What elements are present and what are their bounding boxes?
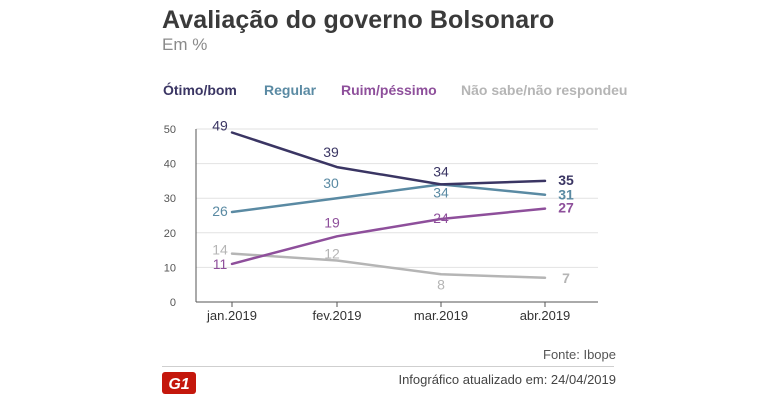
legend-otimo-bom: Ótimo/bom [163,82,237,98]
label-nao-sabe: 12 [324,245,340,261]
series-otimo-bom-line [230,131,547,186]
y-tick-label: 30 [164,193,176,205]
x-tick-label: mar.2019 [414,308,468,323]
series-nao-sabe-line [230,252,547,280]
footer-divider [162,366,614,367]
series-ruim-pessimo-line [230,207,547,266]
x-tick-label: jan.2019 [206,308,257,323]
label-regular: 26 [212,203,228,219]
label-nao-sabe: 8 [437,276,445,292]
label-nao-sabe: 14 [212,242,228,258]
label-regular: 31 [558,187,574,203]
y-tick-label: 50 [164,124,176,136]
x-tick-label: fev.2019 [313,308,362,323]
source-note: Fonte: Ibope [543,347,616,362]
label-otimo-bom: 49 [212,117,228,133]
label-otimo-bom: 39 [323,144,339,160]
label-otimo-bom: 35 [558,172,574,188]
updated-note: Infográfico atualizado em: 24/04/2019 [398,372,616,387]
y-tick-label: 20 [164,228,176,240]
label-regular: 30 [323,175,339,191]
y-tick-label: 10 [164,262,176,274]
logo-text: G1 [168,376,189,393]
label-ruim-pessimo: 27 [558,200,574,216]
chart-subtitle: Em % [162,35,208,54]
label-ruim-pessimo: 24 [433,210,449,226]
legend-nao-sabe: Não sabe/não respondeu [461,82,628,98]
label-regular: 34 [433,184,449,200]
series-regular-line [230,183,547,214]
x-tick-label: abr.2019 [520,308,571,323]
label-ruim-pessimo: 19 [324,214,340,230]
chart-title: Avaliação do governo Bolsonaro [162,6,555,34]
legend-regular: Regular [264,82,317,98]
label-ruim-pessimo: 11 [213,256,228,272]
legend-ruim-pessimo: Ruim/péssimo [341,82,437,98]
chart-legend: Ótimo/bom Regular Ruim/péssimo Não sabe/… [0,82,768,102]
label-nao-sabe: 7 [562,270,570,286]
g1-logo: G1 [162,372,196,394]
y-tick-label: 40 [164,159,176,171]
y-tick-label: 0 [170,297,176,309]
label-otimo-bom: 34 [433,163,449,179]
